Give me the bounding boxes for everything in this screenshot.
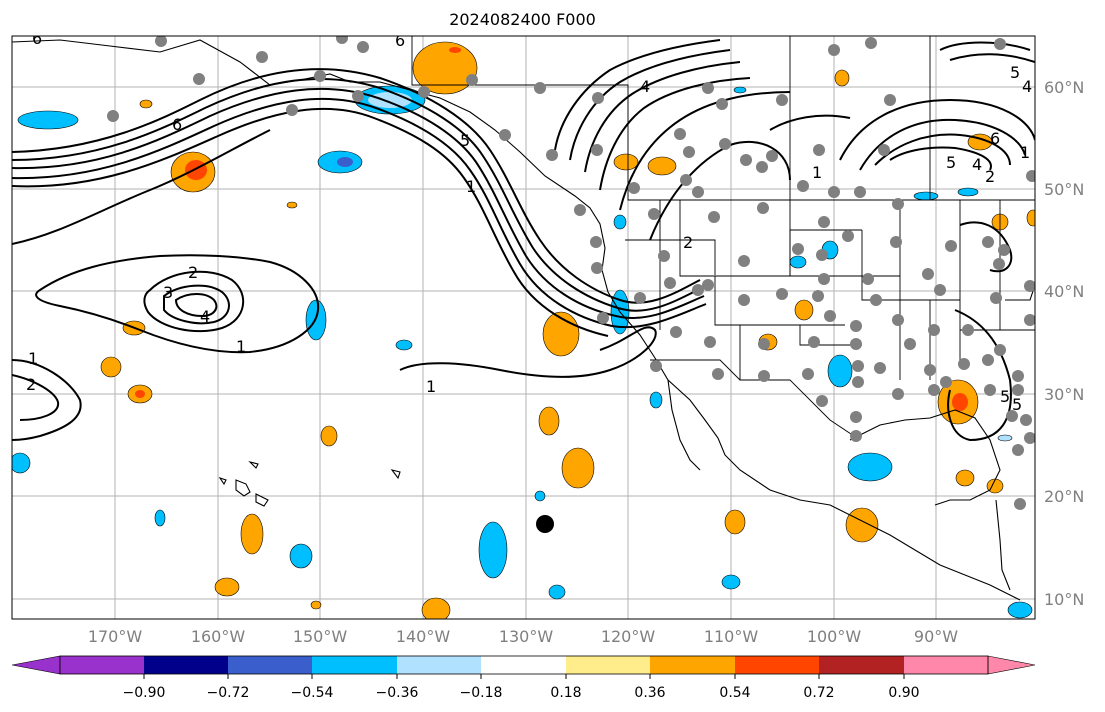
contour-label: 6 [990,129,1000,148]
lat-label: 60°N [1044,78,1084,97]
lon-label: 170°W [88,627,143,646]
contour-label: 6 [172,115,182,134]
lat-label: 30°N [1044,385,1084,404]
contour-label: 4 [640,77,650,96]
contour-label: 4 [972,155,982,174]
colorbar-tick-label: 0.54 [719,685,750,701]
contour-label: 4 [1022,77,1032,96]
colorbar-segment [144,656,228,674]
colorbar-segment [650,656,735,674]
longitude-labels: 170°W 160°W 150°W 140°W 130°W 120°W 110°… [88,627,958,646]
colorbar-tick-label: −0.54 [291,685,334,701]
contour-label: 5 [1000,387,1010,406]
contour-label: 2 [188,263,198,282]
map-frame [11,35,1036,620]
contour-label: 1 [426,377,436,396]
lat-label: 50°N [1044,180,1084,199]
contour-label: 3 [163,283,173,302]
colorbar-max-triangle [987,655,1036,675]
colorbar-segment [481,656,566,674]
contour-label: 2 [985,167,995,186]
contour-label: 2 [26,375,36,394]
contour-label: 1 [466,177,476,196]
contour-label: 1 [236,337,246,356]
colorbar-segment [735,656,819,674]
colorbar-min-triangle [11,655,61,675]
contour-label: 6 [395,31,405,50]
shaded-blobs [12,41,1035,619]
colorbar-tick-label: −0.36 [376,685,419,701]
colorbar-segment [312,656,397,674]
lat-label: 10°N [1044,590,1084,609]
colorbar-segment [566,656,650,674]
colorbar-tick-label: 0.72 [803,685,834,701]
contour-label: 2 [683,233,693,252]
contour-label: 5 [1010,63,1020,82]
colorbar-segment [228,656,312,674]
contour-label: 1 [812,163,822,182]
colorbar-tick-label: 0.36 [634,685,665,701]
lon-label: 120°W [601,627,656,646]
colorbar-tick-label: −0.72 [207,685,250,701]
station-markers [107,36,1035,510]
contour-label: 5 [1012,395,1022,414]
contour-label: 1 [1020,143,1030,162]
lon-label: 130°W [499,627,554,646]
contour-label: 1 [28,349,38,368]
chart-title: 2024082400 F000 [449,10,596,29]
storm-center-marker [536,515,554,533]
lon-label: 100°W [807,627,862,646]
lon-label: 110°W [704,627,759,646]
latitude-labels: 60°N 50°N 40°N 30°N 20°N 10°N [1044,78,1084,609]
colorbar-tick-label: −0.18 [460,685,503,701]
lon-label: 160°W [191,627,246,646]
colorbar-tick-label: −0.90 [123,685,166,701]
contour-label: 4 [200,307,210,326]
colorbar-tick-label: 0.18 [550,685,581,701]
lon-label: 90°W [914,627,958,646]
lat-label: 40°N [1044,282,1084,301]
colorbar-segment [904,656,988,674]
lat-label: 20°N [1044,487,1084,506]
colorbar-segment [397,656,481,674]
contour-label: 5 [460,131,470,150]
map-frame-bg [12,36,1035,619]
lon-label: 140°W [396,627,451,646]
lon-label: 150°W [293,627,348,646]
colorbar-segment [60,656,144,674]
colorbar-segment [819,656,904,674]
contour-labels: 6 6 4 5 1 5 4 2 6 1 2 3 4 1 1 2 1 6 5 4 … [26,29,1032,414]
colorbar-tick-label: 0.90 [888,685,919,701]
contour-label: 5 [946,153,956,172]
contour-label: 6 [32,29,42,48]
colorbar: −0.90 −0.72 −0.54 −0.36 −0.18 0.18 0.36 … [11,655,1036,701]
